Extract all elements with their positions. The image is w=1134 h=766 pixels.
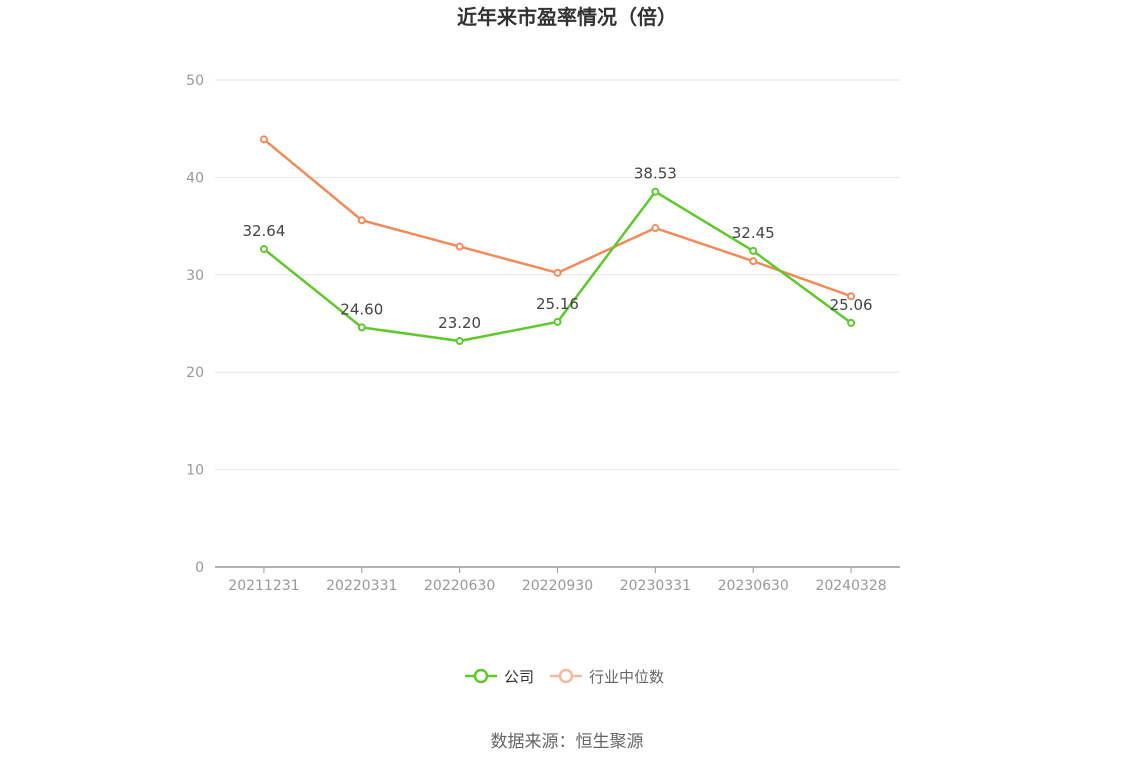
x-tick-label: 20220930	[522, 578, 593, 594]
data-label: 25.16	[536, 295, 579, 313]
y-tick-label: 40	[186, 170, 204, 186]
data-point[interactable]	[259, 245, 268, 254]
data-point[interactable]	[847, 318, 856, 327]
x-tick-label: 20240328	[815, 578, 886, 594]
x-tick-label: 20211231	[228, 578, 299, 594]
chart-title: 近年来市盈率情况（倍）	[457, 5, 677, 29]
y-tick-label: 10	[186, 463, 204, 479]
data-point[interactable]	[749, 246, 758, 255]
y-tick-label: 30	[186, 268, 204, 284]
data-source: 数据来源：恒生聚源	[491, 732, 644, 752]
x-tick-label: 20220630	[424, 578, 495, 594]
legend-marker-icon	[473, 668, 489, 684]
y-tick-label: 20	[186, 365, 204, 381]
series-layer: 32.64 24.60 23.20 25.16 38.53 32.45 25.06	[242, 135, 873, 346]
data-point[interactable]	[651, 187, 660, 196]
legend-label: 行业中位数	[589, 668, 664, 686]
data-label: 24.60	[340, 300, 383, 318]
x-tick-label: 20220331	[326, 578, 397, 594]
x-tick-label: 20230331	[620, 578, 691, 594]
data-point[interactable]	[847, 292, 856, 301]
legend-label: 公司	[504, 668, 534, 686]
data-point[interactable]	[259, 135, 268, 144]
y-axis: 0 10 20 30 40 50	[186, 73, 204, 576]
legend-item[interactable]: 公司	[465, 668, 534, 686]
data-point[interactable]	[455, 337, 464, 346]
data-point[interactable]	[553, 317, 562, 326]
y-tick-label: 50	[186, 73, 204, 89]
data-label: 38.53	[634, 165, 677, 183]
data-point[interactable]	[455, 242, 464, 251]
data-point[interactable]	[553, 268, 562, 277]
data-label: 32.64	[242, 222, 285, 240]
legend-item[interactable]: 行业中位数	[550, 668, 664, 686]
data-point[interactable]	[749, 257, 758, 266]
x-axis: 20211231 20220331 20220630 20220930 20230331…	[215, 566, 900, 594]
data-label: 32.45	[732, 224, 775, 242]
y-tick-label: 0	[195, 560, 204, 576]
legend[interactable]: 公司 行业中位数	[465, 668, 664, 686]
data-label: 23.20	[438, 314, 481, 332]
legend-marker-icon	[558, 668, 574, 684]
x-tick-label: 20230630	[718, 578, 789, 594]
data-point[interactable]	[357, 216, 366, 225]
data-label: 25.06	[830, 296, 873, 314]
data-point[interactable]	[651, 224, 660, 233]
data-point[interactable]	[357, 323, 366, 332]
